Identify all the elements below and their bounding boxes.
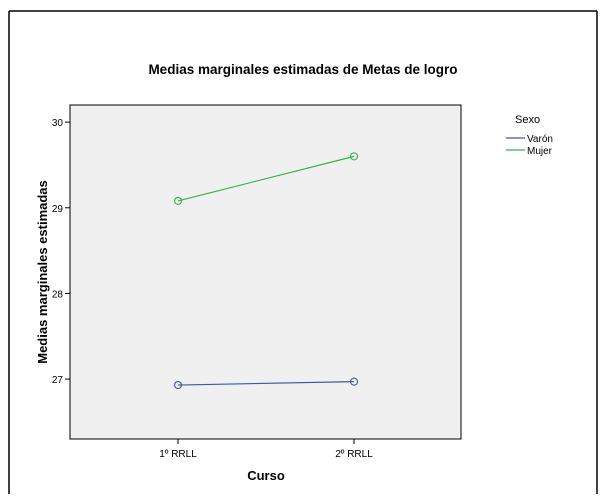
y-tick-label: 29	[52, 204, 64, 215]
y-tick-label: 30	[52, 118, 64, 129]
series-line-1	[177, 155, 355, 202]
series-layer	[173, 152, 359, 390]
x-tick-label: 1º RRLL	[159, 449, 197, 460]
series-line-0	[177, 381, 355, 386]
x-axis: 1º RRLL 2º RRLL	[159, 439, 373, 460]
plot-area	[69, 104, 462, 440]
x-axis-label: Curso	[247, 468, 285, 483]
y-tick-label: 28	[52, 289, 64, 300]
chart-title: Medias marginales estimadas de Metas de …	[148, 62, 457, 77]
legend-label: Mujer	[527, 146, 553, 157]
data-point-1-1	[349, 152, 359, 161]
data-point-1-0	[173, 196, 183, 205]
y-axis: 27 28 29 30	[52, 118, 70, 386]
x-tick-label: 2º RRLL	[335, 449, 373, 460]
data-point-0-0	[173, 380, 183, 390]
legend-label: Varón	[527, 134, 553, 145]
legend-title: Sexo	[515, 114, 540, 126]
y-tick-label: 27	[52, 375, 64, 386]
data-point-0-1	[349, 377, 359, 386]
y-axis-label: Medias marginales estimadas	[35, 180, 50, 364]
